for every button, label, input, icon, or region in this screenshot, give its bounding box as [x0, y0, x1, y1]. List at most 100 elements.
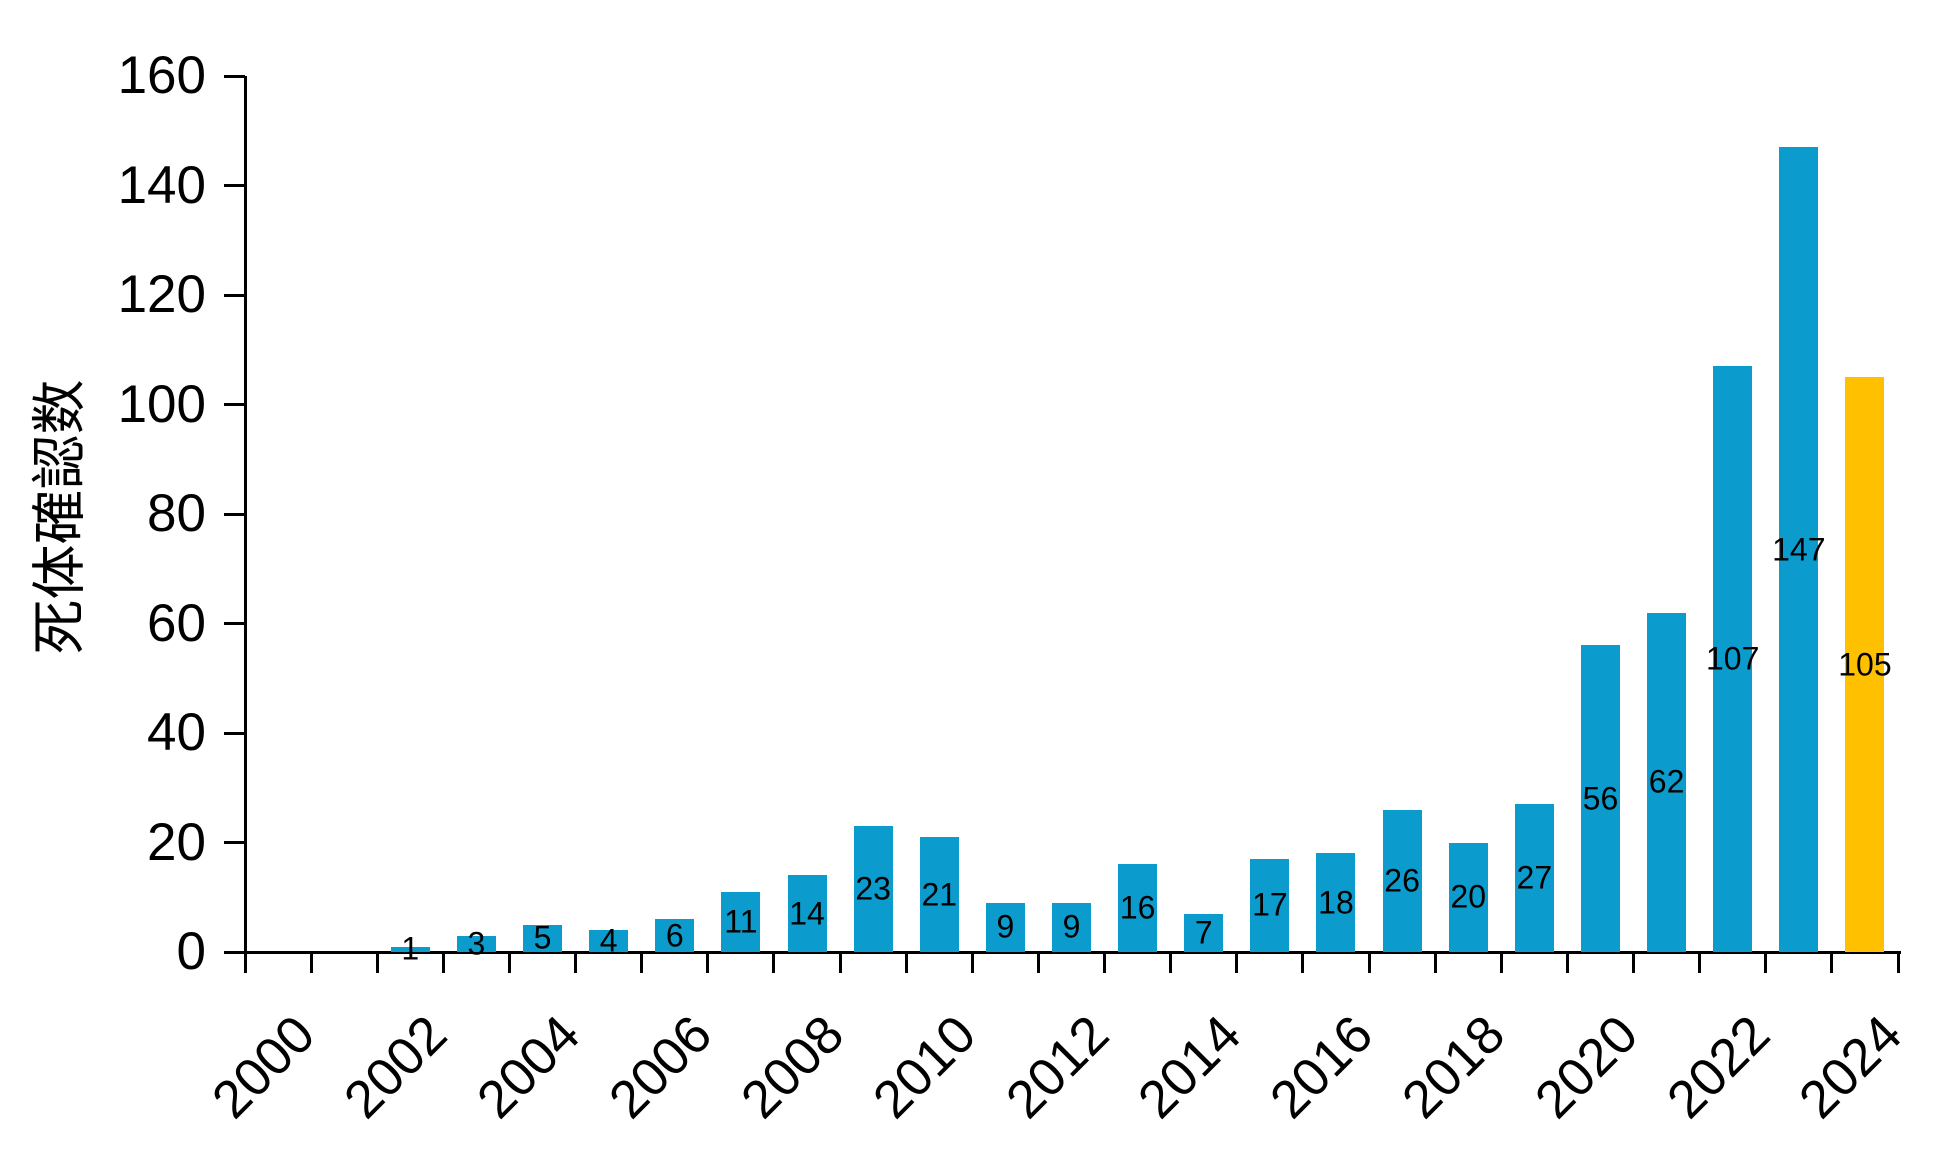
bar-value-label-2020: 56: [1582, 780, 1619, 817]
x-tick: [441, 951, 445, 973]
bar-value-label-2013: 16: [1119, 889, 1156, 926]
x-tick: [375, 951, 379, 973]
x-axis-tick-label-2016: 2016: [1259, 1004, 1385, 1130]
bar-2006: [655, 919, 695, 952]
bar-value-label-2010: 21: [921, 875, 958, 912]
bar-2023: [1779, 147, 1819, 952]
bar-value-label-2016: 18: [1318, 884, 1354, 921]
y-axis-tick-label: 60: [147, 593, 206, 653]
bar-2021: [1647, 612, 1687, 952]
bar-value-label-2024: 105: [1838, 645, 1892, 682]
bar-2012: [1052, 902, 1091, 952]
x-axis-tick-label-2020: 2020: [1523, 1004, 1649, 1130]
y-axis-tick-label: 80: [147, 484, 206, 543]
x-tick: [1301, 951, 1305, 973]
y-axis-tick-label: 120: [117, 265, 206, 324]
x-tick: [1433, 951, 1437, 973]
bar-2007: [721, 891, 761, 952]
x-tick: [1235, 951, 1239, 973]
x-tick: [1169, 951, 1173, 973]
y-tick: [224, 74, 245, 78]
x-tick: [1764, 951, 1768, 973]
y-tick: [224, 403, 245, 406]
bar-2014: [1184, 913, 1224, 952]
bar-2009: [853, 826, 893, 952]
x-axis-tick-label-2012: 2012: [994, 1004, 1120, 1130]
y-axis-tick-label: 140: [117, 155, 206, 215]
x-axis-tick-label-2002: 2002: [333, 1004, 459, 1130]
x-axis-tick-label-2014: 2014: [1126, 1004, 1253, 1130]
y-axis-tick-label: 0: [176, 922, 206, 981]
bar-value-label-2022: 107: [1705, 640, 1760, 677]
y-tick: [224, 512, 245, 516]
bar-2015: [1250, 858, 1290, 952]
bar-value-label-2012: 9: [1062, 908, 1081, 945]
y-tick: [224, 622, 245, 625]
x-axis-tick-label-2008: 2008: [730, 1004, 856, 1130]
bar-value-label-2005: 4: [599, 922, 618, 959]
bar-value-label-2007: 11: [724, 903, 758, 940]
x-axis-tick-label-2018: 2018: [1391, 1004, 1517, 1130]
x-axis-tick-label-2000: 2000: [201, 1004, 327, 1130]
bar-2018: [1448, 842, 1488, 952]
x-tick: [1367, 951, 1371, 973]
bar-value-label-2008: 14: [789, 895, 825, 932]
bar-2003: [456, 935, 496, 952]
x-tick: [772, 951, 776, 973]
bar-value-label-2002: 1: [401, 930, 420, 967]
bar-2010: [919, 837, 959, 952]
x-axis-tick-label-2006: 2006: [597, 1004, 724, 1130]
bar-value-label-2011: 9: [996, 908, 1015, 945]
x-tick: [1830, 951, 1834, 973]
bar-2013: [1118, 864, 1158, 952]
bar-2020: [1580, 645, 1620, 952]
bar-2017: [1382, 809, 1422, 952]
bar-2016: [1316, 853, 1356, 952]
y-tick: [224, 731, 245, 735]
bar-2008: [787, 875, 827, 952]
bar-2019: [1514, 804, 1554, 952]
x-tick: [1103, 951, 1107, 973]
bar-value-label-2009: 23: [855, 870, 891, 907]
bar-value-label-2019: 27: [1516, 859, 1553, 896]
bar-value-label-2021: 62: [1648, 763, 1685, 800]
x-tick: [309, 951, 313, 973]
x-tick: [1632, 951, 1636, 973]
x-axis-tick-label-2024: 2024: [1788, 1004, 1914, 1130]
bar-2011: [985, 902, 1025, 952]
bar-2022: [1713, 366, 1753, 952]
y-tick: [224, 293, 245, 297]
x-axis-tick-label-2022: 2022: [1655, 1004, 1782, 1130]
x-tick: [1565, 951, 1569, 973]
y-tick: [224, 950, 245, 954]
x-tick: [1896, 951, 1900, 973]
x-axis-line: [244, 951, 1901, 954]
x-tick: [574, 951, 578, 973]
bar-value-label-2003: 3: [467, 925, 486, 962]
bar-value-label-2015: 17: [1252, 886, 1288, 923]
bar-value-label-2017: 26: [1384, 862, 1420, 899]
bar-2024: [1845, 377, 1885, 952]
x-axis-tick-label-2010: 2010: [862, 1004, 988, 1130]
y-axis-line: [244, 76, 247, 955]
bar-value-label-2006: 6: [665, 916, 684, 953]
bar-2002: [390, 946, 430, 952]
bar-value-label-2018: 20: [1450, 878, 1487, 915]
y-axis-tick-label: 20: [147, 812, 206, 872]
y-axis-tick-label: 100: [117, 374, 206, 434]
x-tick: [706, 951, 710, 973]
x-tick: [1499, 951, 1503, 973]
x-tick: [904, 951, 908, 973]
x-tick: [1036, 951, 1040, 973]
y-tick: [224, 841, 245, 844]
bar-value-label-2004: 5: [533, 919, 552, 956]
x-axis-tick-label-2004: 2004: [465, 1004, 591, 1130]
x-tick: [243, 951, 247, 973]
y-tick: [224, 184, 245, 187]
bar-value-label-2014: 7: [1194, 914, 1213, 951]
bar-2005: [589, 930, 629, 952]
y-axis-tick-label: 160: [117, 46, 206, 105]
y-axis-tick-label: 40: [147, 703, 206, 762]
x-tick: [970, 951, 974, 973]
